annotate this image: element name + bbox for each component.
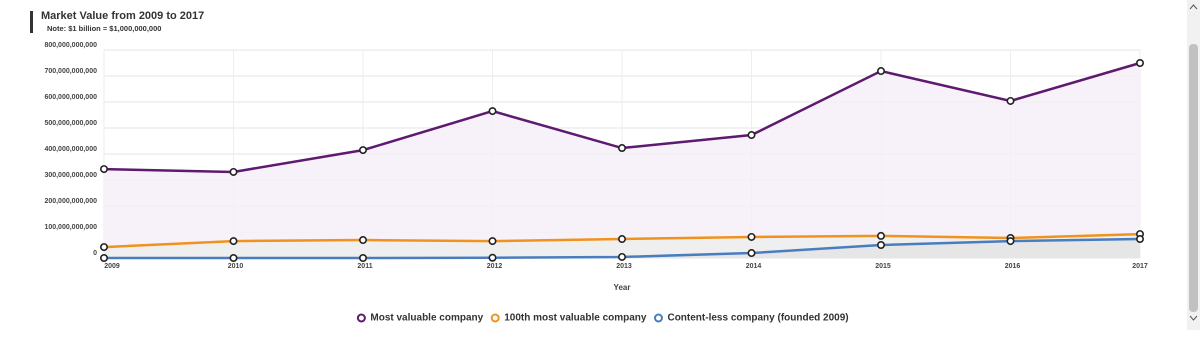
chart-subtitle: Note: $1 billion = $1,000,000,000 [47,24,161,33]
y-tick-label: 100,000,000,000 [44,224,97,231]
legend-marker [653,313,663,323]
x-tick-label: 2016 [1005,263,1021,270]
y-tick-label: 500,000,000,000 [44,120,97,127]
y-tick-label: 200,000,000,000 [44,198,97,205]
x-tick-label: 2012 [487,263,503,270]
data-point [229,167,238,176]
scrollbar-thumb[interactable] [1189,44,1198,312]
title-accent [30,11,33,33]
data-point [100,165,109,174]
scroll-down[interactable] [1189,315,1198,321]
x-tick-label: 2014 [746,263,762,270]
data-point [358,254,367,263]
data-point [1006,96,1015,105]
x-tick-label: 2009 [104,263,120,270]
legend-label: Content-less company (founded 2009) [667,313,848,324]
legend-item[interactable]: 100th most valuable company [490,313,647,324]
data-point [100,254,109,263]
y-tick-label: 600,000,000,000 [44,94,97,101]
data-point [617,252,626,261]
series-area [104,239,1140,258]
legend-label: Most valuable company [370,313,483,324]
data-point [617,235,626,244]
x-tick-label: 2013 [616,263,632,270]
data-point [747,249,756,258]
y-tick-label: 0 [93,250,97,257]
data-point [488,237,497,246]
chart-title: Market Value from 2009 to 2017 [41,10,204,22]
legend-marker [356,313,366,323]
data-point [229,237,238,246]
x-tick-label: 2017 [1132,263,1148,270]
y-tick-label: 300,000,000,000 [44,172,97,179]
data-point [876,241,885,250]
data-point [488,253,497,262]
y-tick-label: 700,000,000,000 [44,68,97,75]
y-tick-label: 800,000,000,000 [44,42,97,49]
data-point [358,236,367,245]
data-point [358,146,367,155]
series-area [104,63,1140,258]
legend-marker [490,313,500,323]
data-point [876,67,885,76]
x-tick-label: 2015 [875,263,891,270]
data-point [747,232,756,241]
data-point [617,144,626,153]
x-axis-label: Year [614,283,631,292]
legend-label: 100th most valuable company [504,313,647,324]
legend-item[interactable]: Content-less company (founded 2009) [653,313,849,324]
y-tick-label: 400,000,000,000 [44,146,97,153]
data-point [876,231,885,240]
scroll-up[interactable] [1189,4,1198,10]
legend: Most valuable company 100th most valuable… [356,313,849,324]
legend-item[interactable]: Most valuable company [356,313,484,324]
data-point [1136,235,1145,244]
x-tick-label: 2010 [228,263,244,270]
data-point [100,243,109,252]
data-point [1006,237,1015,246]
x-tick-label: 2011 [357,263,372,270]
data-point [488,107,497,116]
data-point [1136,58,1145,67]
data-point [229,254,238,263]
data-point [747,131,756,140]
